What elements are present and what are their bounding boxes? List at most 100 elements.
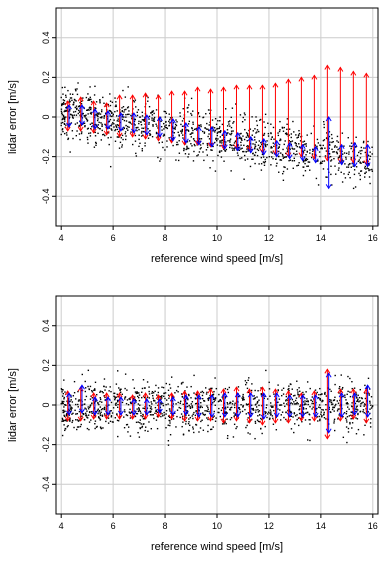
data-point [333, 422, 335, 424]
data-point [178, 140, 180, 142]
data-point [342, 160, 344, 162]
data-point [88, 132, 90, 135]
data-point [64, 410, 66, 413]
red-arrow-head-top [103, 102, 110, 108]
red-arrow-head-top [103, 392, 110, 398]
data-point [63, 379, 65, 381]
blue-arrow-head-top [208, 394, 215, 400]
data-point [337, 408, 339, 410]
data-point [139, 404, 141, 406]
data-point [65, 124, 67, 126]
data-point [104, 123, 106, 126]
data-point [277, 155, 280, 158]
data-point [224, 408, 227, 410]
y-axis-title: lidar error [m/s] [7, 368, 19, 442]
data-point [254, 151, 257, 154]
data-point [65, 116, 67, 118]
data-point [357, 399, 359, 401]
data-point [181, 128, 184, 131]
data-point [85, 408, 87, 410]
data-point [342, 153, 344, 155]
data-point [121, 146, 123, 148]
data-point [161, 386, 163, 388]
data-point [298, 412, 301, 415]
data-point [351, 406, 353, 408]
data-point [355, 417, 357, 419]
data-point [128, 113, 130, 115]
data-point [365, 171, 367, 173]
data-point [288, 389, 290, 392]
data-point [259, 118, 262, 121]
data-point [366, 387, 368, 389]
data-point [72, 103, 75, 106]
data-point [127, 106, 130, 108]
data-point [308, 413, 310, 415]
data-point [221, 139, 223, 141]
data-point [133, 396, 136, 398]
blue-arrow-head-top [182, 394, 189, 400]
data-point [297, 417, 300, 419]
data-point [325, 150, 328, 152]
data-point [191, 415, 193, 417]
data-point [165, 112, 168, 115]
data-point [227, 140, 229, 142]
data-point [248, 145, 250, 148]
data-point [236, 426, 238, 428]
data-point [207, 424, 209, 427]
data-point [346, 166, 348, 168]
data-point [265, 411, 267, 414]
data-point [297, 393, 299, 395]
data-point [314, 389, 317, 391]
data-point [271, 136, 273, 139]
data-point [206, 410, 208, 412]
data-point [331, 137, 333, 140]
data-point [148, 393, 151, 395]
data-point [311, 402, 313, 405]
red-arrow [324, 368, 331, 440]
data-point [237, 386, 240, 388]
data-point [192, 121, 194, 123]
data-point [110, 136, 112, 139]
data-point [329, 400, 331, 403]
data-point [81, 373, 83, 376]
data-point [123, 119, 126, 122]
data-point [126, 113, 129, 116]
data-point [344, 163, 346, 165]
red-arrow-head-top [207, 388, 214, 394]
data-point [262, 156, 265, 158]
data-point [152, 124, 154, 126]
data-point [207, 398, 210, 400]
blue-arrow [117, 112, 124, 132]
data-point [111, 421, 114, 423]
blue-arrow-head-bottom [143, 410, 150, 416]
data-point [289, 148, 291, 150]
data-point [70, 409, 73, 411]
data-point [358, 396, 361, 399]
data-point [88, 98, 90, 100]
data-point [141, 396, 143, 399]
blue-arrow-head-top [312, 394, 319, 400]
data-point [276, 162, 278, 165]
data-point [109, 420, 112, 423]
data-point [286, 123, 288, 126]
data-point [160, 158, 162, 160]
data-point [269, 395, 271, 397]
data-point [165, 410, 168, 412]
data-point [77, 112, 79, 115]
data-point [134, 118, 136, 121]
data-point [169, 117, 172, 119]
data-point [279, 129, 281, 131]
data-point [304, 400, 306, 402]
data-point [286, 147, 288, 149]
data-point [117, 401, 119, 403]
data-point [89, 385, 92, 388]
data-point [71, 130, 74, 132]
data-point [164, 116, 167, 118]
data-point [261, 418, 263, 421]
data-point [90, 108, 92, 111]
data-point [289, 402, 291, 405]
data-point [295, 144, 297, 147]
data-point [62, 130, 64, 133]
data-point [354, 408, 357, 410]
data-point [321, 416, 323, 418]
